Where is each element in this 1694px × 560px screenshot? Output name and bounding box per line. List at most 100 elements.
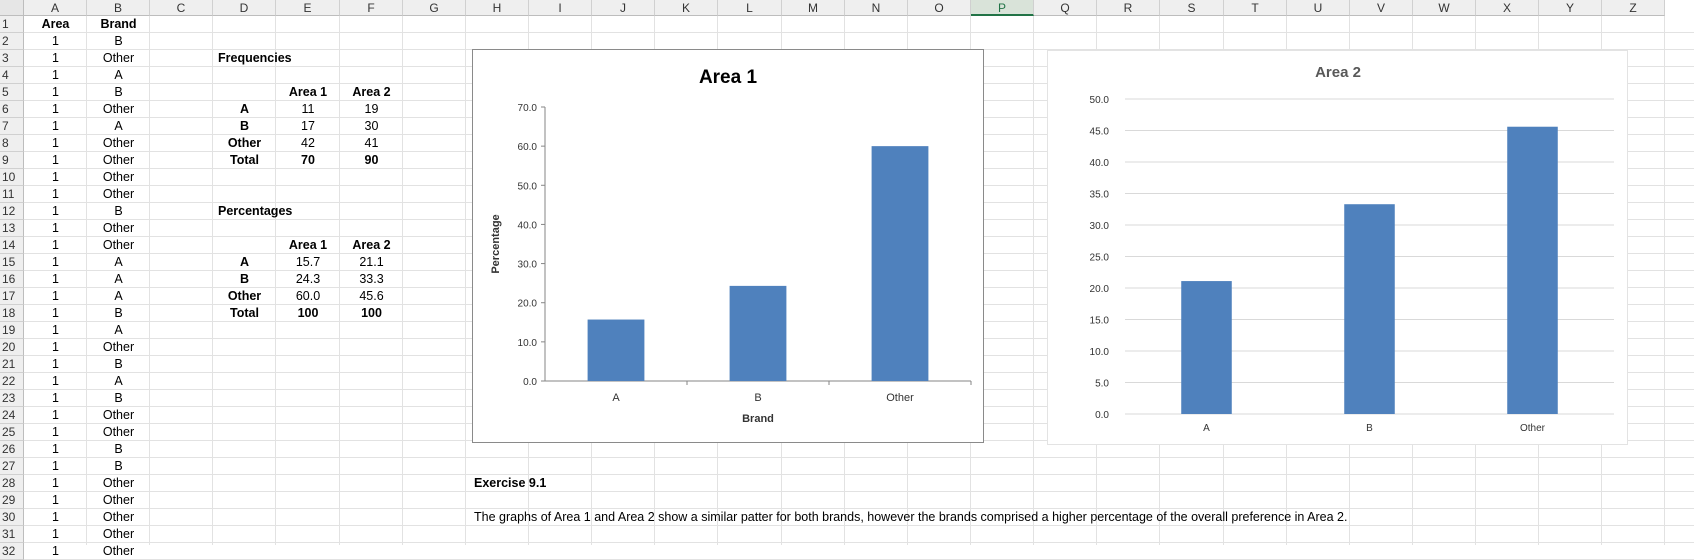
brand-cell[interactable]: B — [114, 459, 123, 473]
area-cell[interactable]: 1 — [52, 527, 59, 541]
column-header-i[interactable]: I — [529, 0, 592, 16]
area-cell[interactable]: 1 — [52, 391, 59, 405]
row-header-12[interactable]: 12 — [0, 203, 24, 220]
row-header-32[interactable]: 32 — [0, 543, 24, 560]
brand-cell[interactable]: Other — [102, 136, 135, 150]
column-header-v[interactable]: V — [1350, 0, 1413, 16]
area-cell[interactable]: 1 — [52, 238, 59, 252]
column-header-n[interactable]: N — [845, 0, 908, 16]
column-header-e[interactable]: E — [276, 0, 340, 16]
brand-cell[interactable]: A — [114, 255, 123, 269]
area-cell[interactable]: 1 — [52, 102, 59, 116]
row-header-26[interactable]: 26 — [0, 441, 24, 458]
row-header-28[interactable]: 28 — [0, 475, 24, 492]
brand-cell[interactable]: B — [114, 85, 123, 99]
percentages-row-label[interactable]: Other — [227, 289, 262, 303]
area-cell[interactable]: 1 — [52, 510, 59, 524]
area-cell[interactable]: 1 — [52, 323, 59, 337]
exercise-title[interactable]: Exercise 9.1 — [474, 476, 547, 490]
frequencies-row-label[interactable]: Total — [230, 153, 259, 167]
frequencies-value[interactable]: 90 — [364, 153, 379, 167]
column-header-x[interactable]: X — [1476, 0, 1539, 16]
frequencies-row-label[interactable]: B — [239, 119, 250, 133]
brand-cell[interactable]: B — [114, 442, 123, 456]
chart-area-1[interactable]: Area 1 0.0 10.0 20.0 30.0 40.0 50.0 60.0 70.0 A B O… — [472, 49, 984, 443]
column-header-z[interactable]: Z — [1602, 0, 1665, 16]
area-cell[interactable]: 1 — [52, 374, 59, 388]
percentages-row-label[interactable]: A — [239, 255, 250, 269]
frequencies-value[interactable]: 19 — [364, 102, 379, 116]
percentages-value[interactable]: 60.0 — [295, 289, 321, 303]
area-cell[interactable]: 1 — [52, 51, 59, 65]
row-header-24[interactable]: 24 — [0, 407, 24, 424]
row-header-2[interactable]: 2 — [0, 33, 24, 50]
brand-cell[interactable]: Other — [102, 493, 135, 507]
area-cell[interactable]: 1 — [52, 119, 59, 133]
row-header-3[interactable]: 3 — [0, 50, 24, 67]
column-header-f[interactable]: F — [340, 0, 403, 16]
frequencies-value[interactable]: 41 — [364, 136, 379, 150]
percentages-value[interactable]: 100 — [297, 306, 319, 320]
row-header-21[interactable]: 21 — [0, 356, 24, 373]
column-header-c[interactable]: C — [150, 0, 213, 16]
area-cell[interactable]: 1 — [52, 544, 59, 558]
column-header-t[interactable]: T — [1224, 0, 1287, 16]
brand-cell[interactable]: Other — [102, 340, 135, 354]
area-header-cell[interactable]: Area — [41, 17, 70, 31]
column-header-k[interactable]: K — [655, 0, 718, 16]
brand-cell[interactable]: A — [114, 68, 123, 82]
area-cell[interactable]: 1 — [52, 476, 59, 490]
area-cell[interactable]: 1 — [52, 340, 59, 354]
column-header-a[interactable]: A — [24, 0, 87, 16]
row-header-10[interactable]: 10 — [0, 169, 24, 186]
column-header-w[interactable]: W — [1413, 0, 1476, 16]
frequencies-value[interactable]: 42 — [301, 136, 315, 150]
area-cell[interactable]: 1 — [52, 221, 59, 235]
row-header-5[interactable]: 5 — [0, 84, 24, 101]
area-cell[interactable]: 1 — [52, 85, 59, 99]
brand-cell[interactable]: B — [114, 306, 123, 320]
row-header-23[interactable]: 23 — [0, 390, 24, 407]
brand-cell[interactable]: A — [114, 323, 123, 337]
area-cell[interactable]: 1 — [52, 442, 59, 456]
row-header-18[interactable]: 18 — [0, 305, 24, 322]
row-header-31[interactable]: 31 — [0, 526, 24, 543]
row-header-30[interactable]: 30 — [0, 509, 24, 526]
brand-cell[interactable]: Other — [102, 102, 135, 116]
column-header-q[interactable]: Q — [1034, 0, 1097, 16]
area-cell[interactable]: 1 — [52, 136, 59, 150]
area-cell[interactable]: 1 — [52, 153, 59, 167]
percentages-value[interactable]: 33.3 — [359, 272, 384, 286]
area-cell[interactable]: 1 — [52, 272, 59, 286]
brand-cell[interactable]: Other — [102, 153, 135, 167]
brand-cell[interactable]: Other — [102, 51, 135, 65]
row-header-25[interactable]: 25 — [0, 424, 24, 441]
row-header-22[interactable]: 22 — [0, 373, 24, 390]
frequencies-row-label[interactable]: Other — [227, 136, 262, 150]
brand-cell[interactable]: B — [114, 34, 123, 48]
row-header-4[interactable]: 4 — [0, 67, 24, 84]
percentages-col-area2[interactable]: Area 2 — [352, 238, 391, 252]
area-cell[interactable]: 1 — [52, 306, 59, 320]
column-header-b[interactable]: B — [87, 0, 150, 16]
brand-header-cell[interactable]: Brand — [100, 17, 137, 31]
percentages-row-label[interactable]: Total — [230, 306, 259, 320]
percentages-row-label[interactable]: B — [239, 272, 250, 286]
row-header-15[interactable]: 15 — [0, 254, 24, 271]
brand-cell[interactable]: Other — [102, 476, 135, 490]
column-header-m[interactable]: M — [782, 0, 845, 16]
brand-cell[interactable]: A — [114, 289, 123, 303]
brand-cell[interactable]: A — [114, 119, 123, 133]
column-header-s[interactable]: S — [1160, 0, 1224, 16]
row-header-7[interactable]: 7 — [0, 118, 24, 135]
frequencies-value[interactable]: 11 — [301, 102, 315, 116]
column-header-l[interactable]: L — [718, 0, 782, 16]
select-all-corner[interactable] — [0, 0, 24, 16]
row-header-6[interactable]: 6 — [0, 101, 24, 118]
percentages-value[interactable]: 45.6 — [359, 289, 384, 303]
area-cell[interactable]: 1 — [52, 357, 59, 371]
column-header-y[interactable]: Y — [1539, 0, 1602, 16]
percentages-value[interactable]: 24.3 — [295, 272, 321, 286]
area-cell[interactable]: 1 — [52, 187, 59, 201]
frequencies-col-area2[interactable]: Area 2 — [352, 85, 391, 99]
